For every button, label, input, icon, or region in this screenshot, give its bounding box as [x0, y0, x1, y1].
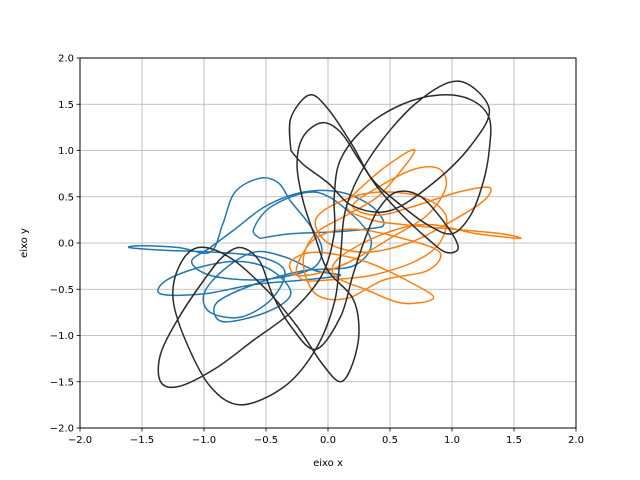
- series-group: [127, 80, 522, 406]
- series-line-1: [127, 177, 385, 323]
- y-tick-label: −1.0: [50, 331, 74, 342]
- y-axis-title: eixo y: [19, 228, 30, 258]
- x-tick-label: 1.0: [444, 435, 460, 446]
- y-tick-label: 1.5: [58, 100, 74, 111]
- x-tick-label: 1.5: [506, 435, 522, 446]
- x-tick-label: 2.0: [568, 435, 584, 446]
- y-tick-label: −0.5: [50, 285, 74, 296]
- x-tick-label: −2.0: [68, 435, 92, 446]
- y-tick-label: −2.0: [50, 424, 74, 435]
- y-tick-label: 0.5: [58, 192, 74, 203]
- x-tick-label: −1.0: [192, 435, 216, 446]
- y-tick-label: 0.0: [58, 239, 74, 250]
- x-axis-title: eixo x: [313, 458, 343, 469]
- axis-ticks: −2.0 −1.5 −1.0 −0.5 0.0 0.5 1.0 1.5 2.0 −2.0 −1.5 −…: [50, 54, 584, 447]
- x-tick-label: 0.5: [382, 435, 398, 446]
- y-tick-label: 2.0: [58, 54, 74, 65]
- series-line-3: [157, 80, 492, 406]
- x-tick-label: −0.5: [254, 435, 278, 446]
- x-tick-label: −1.5: [130, 435, 154, 446]
- x-tick-label: 0.0: [320, 435, 336, 446]
- y-tick-label: 1.0: [58, 146, 74, 157]
- y-tick-label: −1.5: [50, 377, 74, 388]
- series-line-2: [288, 148, 522, 305]
